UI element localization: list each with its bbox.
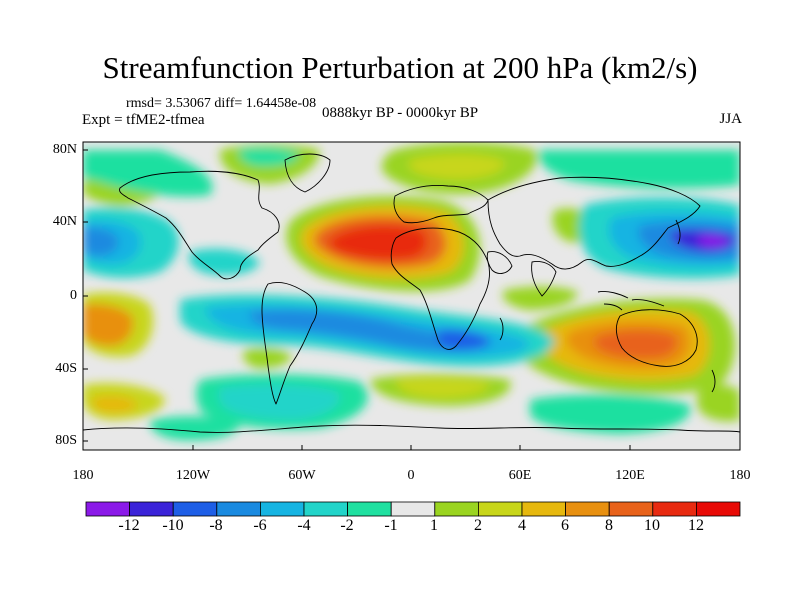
season-label: JJA	[719, 111, 742, 127]
lat-tick-label: 40N	[52, 214, 77, 229]
lon-tick-label: 180	[72, 468, 94, 483]
colorbar-swatch	[652, 501, 697, 517]
colorbar-label: -8	[209, 517, 223, 534]
colorbar-label: -6	[253, 517, 267, 534]
colorbar-swatch	[172, 501, 218, 517]
colorbar-label: 12	[688, 517, 704, 534]
colorbar-label: 1	[430, 517, 438, 534]
colorbar-swatch	[565, 501, 610, 517]
colorbar-swatch	[608, 501, 654, 517]
lat-tick-label: 40S	[55, 361, 77, 376]
colorbar-swatch	[696, 501, 741, 517]
lat-tick-label: 80S	[55, 433, 77, 448]
colorbar-swatch	[303, 501, 348, 517]
experiment-label: Expt = tfME2-tfmea	[82, 112, 205, 128]
colorbar-swatch	[129, 501, 174, 517]
period-label: 0888kyr BP - 0000kyr BP	[322, 105, 479, 121]
australia-coast	[615, 309, 698, 367]
asia-coast	[487, 176, 701, 270]
map-title: Streamfunction Perturbation at 200 hPa (…	[102, 50, 698, 85]
colorbar-swatch	[259, 501, 305, 517]
north-america-coast	[119, 170, 280, 280]
arabia-coast	[486, 251, 513, 274]
colorbar-swatch	[85, 501, 130, 517]
lat-tick-label: 80N	[52, 142, 77, 157]
lon-tick-label: 60W	[288, 468, 316, 483]
africa-coast	[390, 227, 491, 350]
colorbar-swatch	[347, 501, 392, 517]
colorbar-label: -1	[384, 517, 398, 534]
antarctica-coast	[83, 424, 740, 433]
colorbar-label: -4	[297, 517, 311, 534]
coastlines	[83, 153, 740, 433]
madagascar-coast	[499, 317, 504, 341]
south-america-coast	[261, 281, 318, 405]
lon-tick-label: 120W	[175, 468, 211, 483]
indonesia-coast	[597, 291, 665, 311]
colorbar-label: 2	[474, 517, 482, 534]
europe-coast	[393, 185, 489, 224]
colorbar-label: 8	[605, 517, 613, 534]
lon-tick-label: 120E	[615, 468, 645, 483]
colorbar	[85, 501, 741, 517]
colorbar-label: -10	[162, 517, 184, 534]
lon-tick-label: 180	[729, 468, 751, 483]
india-coast	[531, 261, 557, 297]
japan-coast	[675, 219, 681, 245]
colorbar-swatch	[521, 501, 566, 517]
colorbar-label: -2	[340, 517, 354, 534]
colorbar-label: 6	[561, 517, 569, 534]
colorbar-label: -12	[118, 517, 140, 534]
lon-tick-label: 0	[407, 468, 415, 483]
colorbar-label: 4	[518, 517, 526, 534]
colorbar-swatch	[216, 501, 261, 517]
statistics-text: rmsd= 3.53067 diff= 1.64458e-08	[126, 96, 317, 111]
colorbar-swatch	[434, 501, 479, 517]
lat-tick-label: 0	[70, 288, 77, 303]
colorbar-label: 10	[644, 517, 660, 534]
colorbar-swatch	[390, 501, 436, 517]
streamfunction-field	[83, 142, 740, 450]
lon-tick-label: 60E	[508, 468, 532, 483]
new-zealand-coast	[711, 369, 716, 393]
greenland-coast	[284, 153, 331, 193]
colorbar-swatch	[477, 501, 523, 517]
axis-ticks	[82, 149, 741, 450]
